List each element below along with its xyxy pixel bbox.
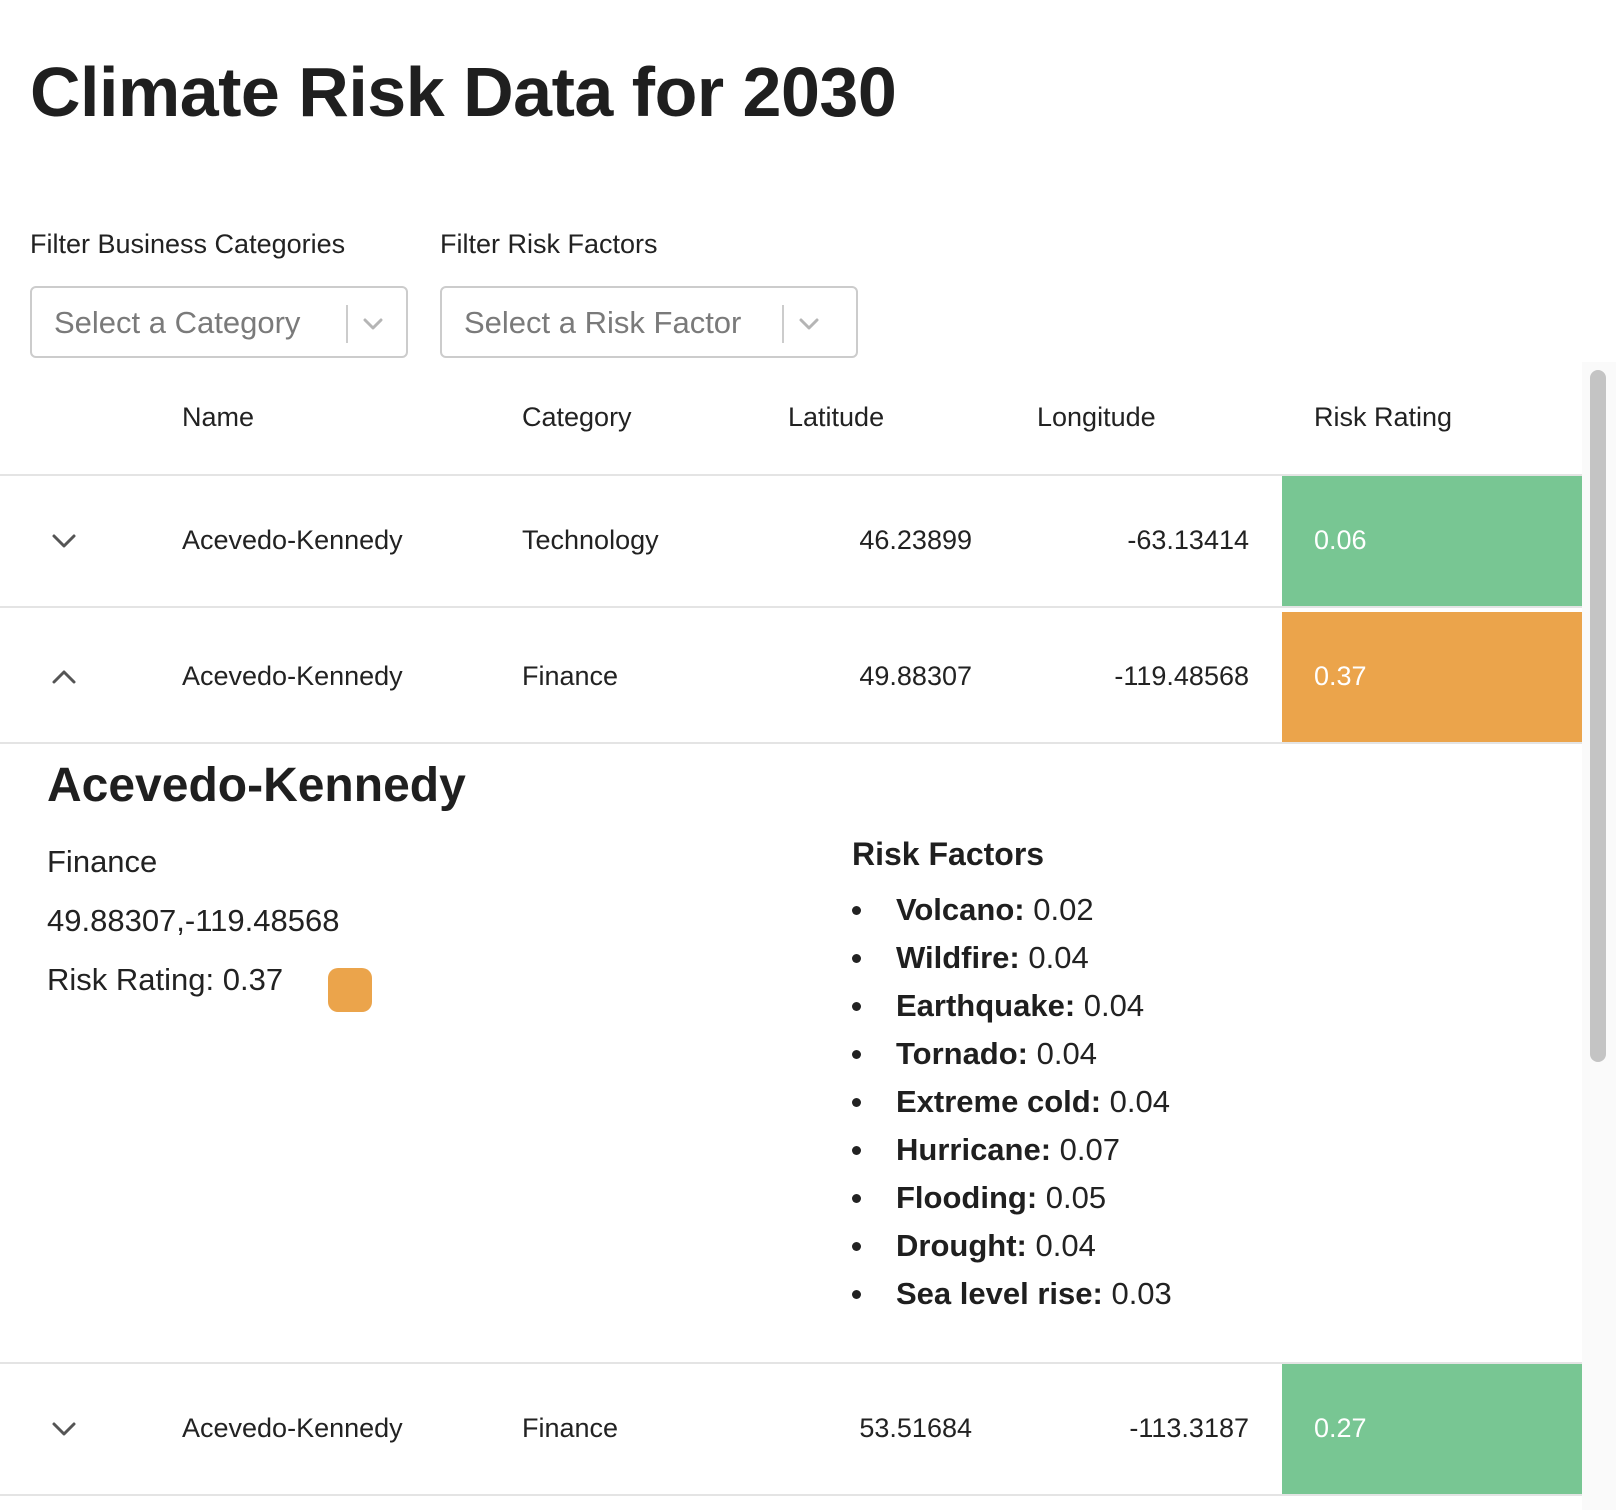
risk-factor-name: Flooding: — [896, 1180, 1038, 1215]
row-name: Acevedo-Kennedy — [182, 1413, 403, 1443]
risk-factor-select[interactable]: Select a Risk Factor — [440, 286, 858, 358]
row-category: Finance — [522, 661, 619, 691]
risk-factor-select-placeholder: Select a Risk Factor — [464, 305, 742, 340]
row-longitude: -119.48568 — [1114, 661, 1249, 691]
risk-factor-value: 0.03 — [1111, 1276, 1172, 1311]
row-longitude: -113.3187 — [1129, 1413, 1249, 1443]
row-longitude: -63.13414 — [1127, 525, 1249, 555]
table-row[interactable]: Acevedo-Kennedy Technology 46.23899 -63.… — [0, 476, 1582, 608]
risk-factor-value: 0.04 — [1083, 988, 1145, 1023]
risk-factor-name: Hurricane: — [896, 1132, 1052, 1167]
risk-factor-item: Flooding: 0.05 — [852, 1174, 1172, 1222]
bullet-icon — [852, 1242, 861, 1251]
risk-rating-value: 0.06 — [1314, 525, 1367, 555]
category-select[interactable]: Select a Category — [30, 286, 408, 358]
risk-factor-filter-label: Filter Risk Factors — [440, 229, 658, 259]
detail-category: Finance — [47, 844, 158, 879]
chevron-down-icon[interactable] — [46, 526, 82, 556]
bullet-icon — [852, 1290, 861, 1299]
chevron-down-icon[interactable] — [358, 312, 388, 336]
page-title: Climate Risk Data for 2030 — [30, 53, 897, 131]
risk-factor-item: Sea level rise: 0.03 — [852, 1270, 1172, 1318]
risk-rating-value: 0.37 — [1314, 661, 1367, 691]
risk-factor-name: Extreme cold: — [896, 1084, 1102, 1119]
detail-coordinates: 49.88307,-119.48568 — [47, 903, 340, 938]
table-header: Name Category Latitude Longitude Risk Ra… — [0, 362, 1582, 476]
bullet-icon — [852, 1146, 861, 1155]
risk-color-swatch — [328, 968, 372, 1012]
scrollbar-thumb[interactable] — [1590, 370, 1606, 1062]
row-latitude: 46.23899 — [859, 525, 972, 555]
chevron-down-icon[interactable] — [46, 1414, 82, 1444]
risk-factor-value: 0.02 — [1033, 892, 1094, 927]
category-filter-label: Filter Business Categories — [30, 229, 346, 259]
risk-factor-item: Extreme cold: 0.04 — [852, 1078, 1172, 1126]
risk-factor-item: Earthquake: 0.04 — [852, 982, 1172, 1030]
risk-factor-item: Volcano: 0.02 — [852, 886, 1172, 934]
detail-risk-rating: Risk Rating: 0.37 — [47, 962, 284, 997]
risk-rating-cell: 0.37 — [1282, 612, 1582, 742]
risk-factor-value: 0.04 — [1028, 940, 1089, 975]
table-row[interactable]: Acevedo-Kennedy Finance 49.88307 -119.48… — [0, 612, 1582, 744]
chevron-up-icon[interactable] — [46, 662, 82, 692]
table-row[interactable]: Acevedo-Kennedy Finance 53.51684 -113.31… — [0, 1364, 1582, 1496]
bullet-icon — [852, 1098, 861, 1107]
risk-factor-name: Volcano: — [896, 892, 1025, 927]
risk-table: Name Category Latitude Longitude Risk Ra… — [0, 362, 1582, 1510]
risk-factor-name: Sea level rise: — [896, 1276, 1103, 1311]
bullet-icon — [852, 1194, 861, 1203]
column-header-name[interactable]: Name — [182, 402, 255, 432]
risk-factor-name: Drought: — [896, 1228, 1027, 1263]
risk-rating-value: 0.27 — [1314, 1413, 1367, 1443]
category-filter: Filter Business Categories Select a Cate… — [30, 226, 408, 358]
row-category: Finance — [522, 1413, 619, 1443]
column-header-risk-rating[interactable]: Risk Rating — [1314, 402, 1453, 432]
risk-factor-name: Tornado: — [896, 1036, 1029, 1071]
category-select-placeholder: Select a Category — [54, 305, 301, 340]
risk-rating-cell: 0.06 — [1282, 476, 1582, 606]
risk-rating-cell: 0.27 — [1282, 1364, 1582, 1494]
risk-factor-name: Earthquake: — [896, 988, 1076, 1023]
bullet-icon — [852, 1050, 861, 1059]
risk-factor-value: 0.04 — [1036, 1036, 1097, 1071]
risk-factor-item: Hurricane: 0.07 — [852, 1126, 1172, 1174]
chevron-down-icon[interactable] — [794, 312, 824, 336]
row-detail-panel: Acevedo-Kennedy Finance 49.88307,-119.48… — [0, 746, 1582, 1364]
bullet-icon — [852, 1002, 861, 1011]
risk-factor-value: 0.04 — [1035, 1228, 1096, 1263]
row-latitude: 49.88307 — [859, 661, 972, 691]
vertical-scrollbar[interactable] — [1582, 362, 1616, 1510]
risk-factor-filter: Filter Risk Factors Select a Risk Factor — [440, 226, 858, 358]
row-category: Technology — [522, 525, 659, 555]
detail-title: Acevedo-Kennedy — [47, 759, 466, 812]
column-header-category[interactable]: Category — [522, 402, 632, 432]
select-separator — [782, 305, 784, 343]
bullet-icon — [852, 954, 861, 963]
risk-factors-list: Volcano: 0.02 Wildfire: 0.04 Earthquake: 0… — [852, 886, 1172, 1318]
column-header-latitude[interactable]: Latitude — [788, 402, 885, 432]
risk-factor-item: Wildfire: 0.04 — [852, 934, 1172, 982]
risk-factors-title: Risk Factors — [852, 836, 1045, 872]
row-latitude: 53.51684 — [859, 1413, 972, 1443]
risk-factor-value: 0.05 — [1045, 1180, 1107, 1215]
risk-factor-value: 0.07 — [1059, 1132, 1121, 1167]
risk-factor-name: Wildfire: — [896, 940, 1020, 975]
risk-factor-item: Tornado: 0.04 — [852, 1030, 1172, 1078]
column-header-longitude[interactable]: Longitude — [1037, 402, 1156, 432]
risk-factor-item: Drought: 0.04 — [852, 1222, 1172, 1270]
row-name: Acevedo-Kennedy — [182, 661, 403, 691]
risk-factor-value: 0.04 — [1109, 1084, 1170, 1119]
bullet-icon — [852, 906, 861, 915]
select-separator — [346, 305, 348, 343]
row-name: Acevedo-Kennedy — [182, 525, 403, 555]
